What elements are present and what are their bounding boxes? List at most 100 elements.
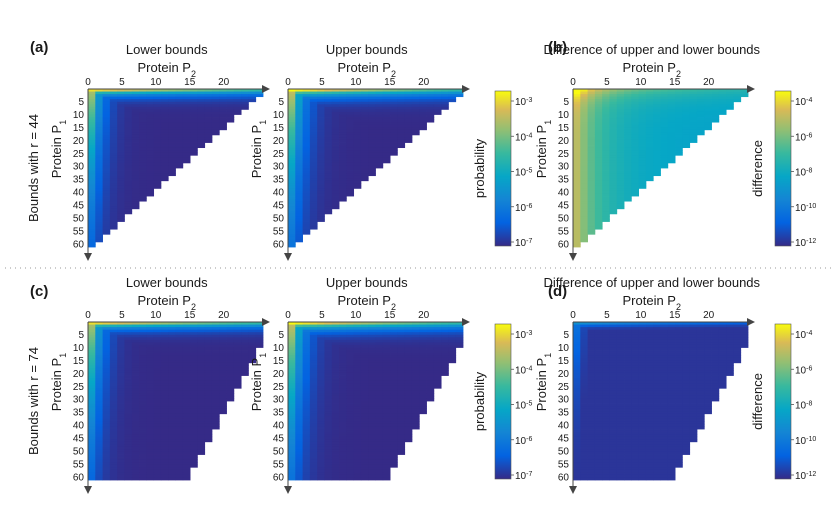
heatmap-cell [295,408,303,412]
heatmap-cell [175,403,184,407]
heatmap-cell [339,390,347,394]
heatmap-cell [339,329,347,333]
heatmap-cell [353,332,362,336]
heatmap-cell [368,145,376,149]
heatmap-cell [317,439,325,443]
heatmap-cell [182,462,191,466]
heatmap-cell [390,434,398,438]
heatmap-cell [324,334,333,338]
heatmap-cell [360,350,369,353]
heatmap-cell [295,429,303,432]
heatmap-cell [102,444,111,448]
heatmap-cell [426,372,435,376]
heatmap-cell [419,94,427,98]
heatmap-cell [153,142,162,146]
heatmap-cell [375,477,384,481]
heatmap-cell [302,104,311,108]
heatmap-cell [146,372,155,376]
heatmap-cell [339,114,347,118]
heatmap-cell [288,137,296,141]
heatmap-cell [331,322,340,325]
heatmap-cell [624,132,632,136]
heatmap-cell [117,152,125,156]
heatmap-cell [324,406,333,410]
heatmap-cell [339,429,347,432]
heatmap-cell [382,344,391,348]
heatmap-cell [353,403,362,407]
heatmap-cell [390,462,398,466]
heatmap-cell [295,111,303,115]
heatmap-cell [109,406,118,410]
heatmap-cell [88,109,96,113]
heatmap-cell [331,196,340,199]
heatmap-cell [324,418,333,422]
heatmap-cell [309,451,318,455]
heatmap-cell [139,459,147,463]
heatmap-cell [726,324,734,328]
heatmap-cell [102,342,111,346]
heatmap-cell [580,147,588,151]
heatmap-cell [368,329,376,333]
heatmap-cell [182,357,191,361]
heatmap-cell [102,111,111,115]
heatmap-cell [102,147,111,151]
heatmap-cell [433,334,442,338]
heatmap-cell [124,411,133,415]
heatmap-cell [587,178,596,182]
heatmap-cell [309,324,318,328]
heatmap-cell [346,99,355,103]
heatmap-cell [139,472,147,476]
heatmap-cell [182,152,191,156]
heatmap-cell [175,137,184,141]
heatmap-cell [139,372,147,376]
heatmap-cell [360,413,369,417]
heatmap-cell [190,350,198,353]
heatmap-cell [153,388,162,392]
heatmap-cell [441,370,449,374]
heatmap-cell [109,109,118,113]
heatmap-cell [675,96,683,100]
heatmap-cell [324,474,333,478]
heatmap-cell [718,327,727,331]
heatmap-cell [160,449,169,453]
y-axis-label: Protein P1 [49,353,68,412]
heatmap-cell [146,117,155,120]
heatmap-cell [226,398,235,402]
heatmap-cell [667,117,676,120]
heatmap-cell [317,357,325,361]
heatmap-cell [587,137,596,141]
heatmap-cell [360,147,369,151]
heatmap-cell [309,142,318,146]
heatmap-cell [295,190,303,194]
heatmap-cell [594,132,603,136]
heatmap-cell [594,216,603,220]
heatmap-cell [426,344,435,348]
heatmap-cell [353,173,362,177]
heatmap-cell [302,206,311,210]
heatmap-cell [288,147,296,151]
heatmap-cell [146,178,155,182]
heatmap-cell [168,367,176,371]
heatmap-cell [190,446,198,450]
heatmap-cell [175,395,184,399]
heatmap-cell [295,357,303,361]
heatmap-cell [88,119,96,123]
heatmap-cell [211,94,220,98]
heatmap-cell [248,350,257,353]
heatmap-cell [146,421,155,425]
heatmap-cell [233,89,242,92]
heatmap-cell [653,150,661,154]
heatmap-cell [109,160,118,164]
heatmap-cell [102,395,111,399]
heatmap-cell [309,332,318,336]
heatmap-cell [411,413,420,417]
heatmap-cell [95,94,103,98]
heatmap-cell [131,117,140,120]
heatmap-cell [368,467,376,471]
heatmap-cell [667,99,676,103]
heatmap-cell [390,150,398,154]
heatmap-cell [331,413,340,417]
heatmap-cell [609,117,618,120]
heatmap-cell [153,472,162,476]
heatmap-cell [139,395,147,399]
